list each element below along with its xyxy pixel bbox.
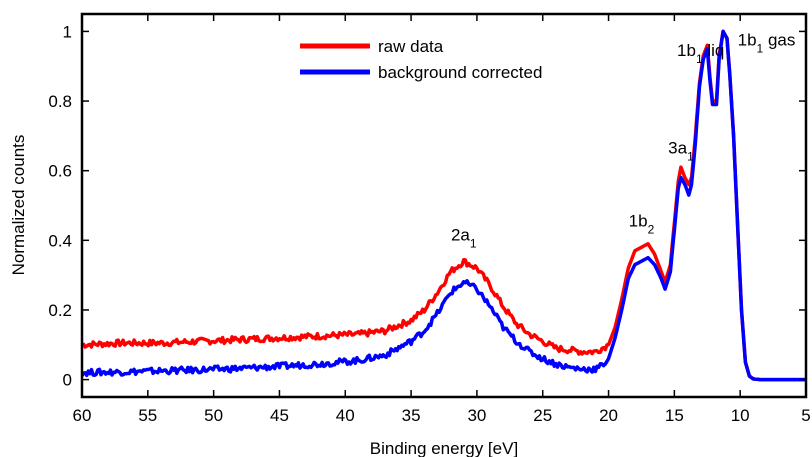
peak-annotation: 1b2: [629, 211, 655, 236]
legend-label-raw-data: raw data: [378, 37, 444, 56]
peak-annotation: 3a1: [668, 138, 694, 163]
peak-annotation: 2a1: [451, 225, 477, 250]
plot-frame: [80, 12, 808, 399]
series-line-background-corrected: [82, 29, 806, 382]
x-tick-label: 5: [801, 406, 810, 425]
x-tick-label: 55: [138, 406, 157, 425]
legend: raw data background corrected: [300, 37, 542, 82]
x-tick-label: 20: [599, 406, 618, 425]
x-tick-label: 25: [533, 406, 552, 425]
y-tick-label: 0.8: [48, 92, 72, 111]
x-tick-label: 60: [73, 406, 92, 425]
y-tick-label: 0.6: [48, 162, 72, 181]
peak-annotation: 1b1 liq: [677, 41, 724, 66]
x-tick-label: 45: [270, 406, 289, 425]
y-tick-label: 1: [63, 22, 72, 41]
x-axis-label: Binding energy [eV]: [370, 439, 518, 457]
y-axis-label: Normalized counts: [9, 135, 28, 276]
plot-area: 2a1 1b2 3a1 1b1 liq 1b1 gas: [82, 29, 806, 382]
legend-label-background-corrected: background corrected: [378, 63, 542, 82]
x-tick-label: 30: [467, 406, 486, 425]
axes: 60 55 50 45 40 35 30 25 20 15 10 500.20.40.60.81: [48, 12, 811, 425]
x-tick-label: 50: [204, 406, 223, 425]
x-tick-label: 40: [336, 406, 355, 425]
x-tick-label: 15: [665, 406, 684, 425]
x-tick-label: 10: [731, 406, 750, 425]
peak-annotation: 1b1 gas: [738, 30, 796, 55]
y-tick-label: 0.4: [48, 231, 72, 250]
x-tick-label: 35: [402, 406, 421, 425]
y-tick-label: 0: [63, 371, 72, 390]
y-tick-label: 0.2: [48, 301, 72, 320]
series-line-raw-data: [82, 29, 806, 382]
